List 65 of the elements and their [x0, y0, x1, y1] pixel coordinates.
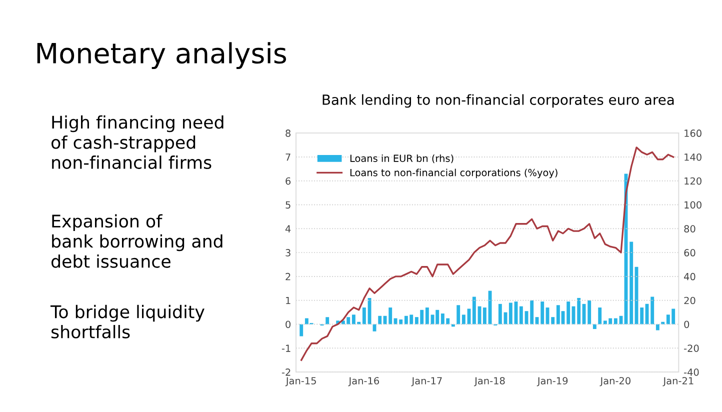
x-tick-label: Jan-18: [474, 377, 505, 386]
bar: [300, 324, 304, 336]
y2-tick-label: 40: [684, 272, 696, 280]
bar: [456, 305, 460, 324]
y-tick-label: 6: [286, 177, 291, 185]
bar: [551, 317, 555, 324]
y-tick-label: 2: [286, 272, 290, 280]
y2-tick-label: 60: [684, 249, 696, 256]
bar: [650, 296, 654, 324]
bar: [577, 298, 581, 324]
text: High financing need of cash-strapped non-financial firms: [52, 115, 224, 169]
y-tick-label: 7: [286, 154, 290, 161]
y2-tick-label: 140: [684, 153, 702, 161]
bar: [508, 302, 512, 324]
bar: [588, 300, 592, 324]
x-tick-label: Jan-17: [411, 377, 442, 386]
y-tick-label: 3: [286, 249, 290, 256]
x-tick-label: Jan-15: [285, 377, 316, 386]
x-tick-label: Jan-20: [600, 377, 630, 386]
bar: [425, 308, 429, 324]
bar: [592, 324, 596, 330]
y2-tick-label: 80: [684, 225, 696, 232]
text: Expansion of bank borrowing and debt issuance: [52, 214, 222, 268]
y2-tick-label: -40: [684, 368, 699, 376]
bar: [530, 300, 534, 324]
bar: [598, 308, 602, 324]
y-tick-label: 0: [286, 320, 291, 328]
y2-tick-label: -20: [684, 344, 699, 352]
bar: [656, 324, 660, 330]
y2-tick-label: 0: [684, 320, 690, 328]
x-tick-label: Jan-16: [348, 377, 380, 386]
bar: [378, 316, 382, 324]
y-tick-label: 1: [286, 296, 290, 304]
bar: [451, 324, 455, 327]
y-tick-label: 8: [286, 130, 290, 137]
bar: [640, 308, 644, 324]
y-tick-label: 5: [286, 201, 290, 209]
text: To bridge liquidity shortfalls: [50, 304, 204, 338]
bar: [614, 318, 618, 324]
bar: [326, 317, 330, 324]
legend-label: Loans to non-financial corporations (%yoy): [350, 168, 558, 178]
y2-tick-label: 120: [684, 177, 702, 185]
text: Monetary analysis: [37, 42, 286, 70]
bar: [519, 306, 523, 324]
bar: [388, 308, 392, 324]
y-tick-label: 4: [285, 225, 291, 232]
y2-tick-label: 100: [684, 201, 702, 209]
bar: [540, 302, 544, 324]
x-tick-label: Jan-19: [536, 377, 568, 386]
bar: [472, 296, 476, 324]
chart-title: Bank lending to non-financial corporates euro area: [322, 94, 674, 108]
bar: [498, 304, 502, 324]
y-tick-label: -1: [282, 344, 290, 352]
bar: [566, 302, 570, 324]
x-tick-label: Jan-21: [662, 377, 694, 386]
y2-tick-label: 20: [684, 296, 696, 304]
line-series: [300, 146, 674, 361]
y-tick-label: -2: [282, 368, 290, 376]
bar: [630, 242, 634, 324]
bar: [362, 308, 366, 324]
y2-tick-label: 160: [684, 130, 702, 137]
bar: [462, 314, 466, 324]
bar: [399, 319, 403, 324]
bar: [482, 308, 486, 324]
legend-label: Loans in EUR bn (rhs): [350, 154, 454, 164]
